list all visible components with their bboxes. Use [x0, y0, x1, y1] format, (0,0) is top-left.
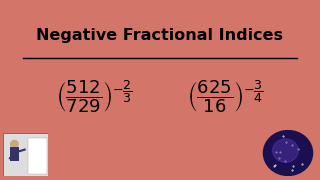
Bar — [28, 138, 47, 174]
Bar — [10, 147, 19, 161]
Text: $\left(\dfrac{512}{729}\right)^{-\dfrac{2}{3}}$: $\left(\dfrac{512}{729}\right)^{-\dfrac{… — [56, 78, 133, 115]
Circle shape — [10, 140, 19, 148]
Text: $\left(\dfrac{625}{16}\right)^{-\dfrac{3}{4}}$: $\left(\dfrac{625}{16}\right)^{-\dfrac{3… — [187, 78, 264, 115]
Circle shape — [273, 139, 298, 162]
Text: Negative Fractional Indices: Negative Fractional Indices — [36, 28, 284, 43]
Circle shape — [263, 130, 313, 176]
